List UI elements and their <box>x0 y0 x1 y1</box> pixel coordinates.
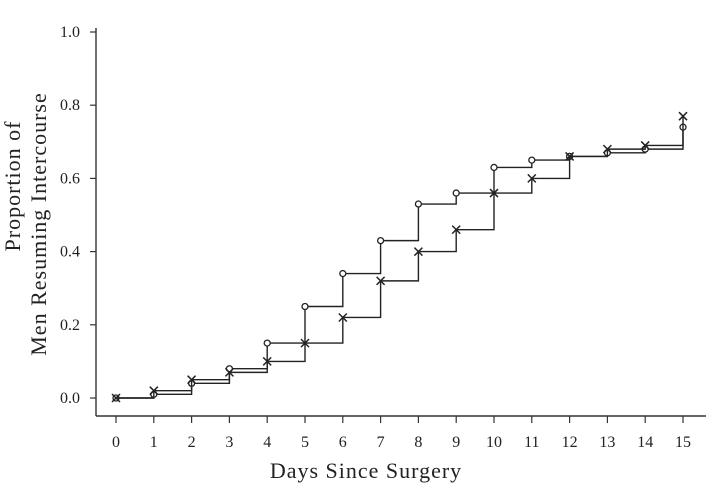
data-point-x <box>527 173 537 183</box>
y-tick-label: 0.0 <box>60 390 80 407</box>
data-point-circle <box>263 339 271 347</box>
y-axis-title-line1: Proportion of <box>0 121 25 252</box>
x-tick-label: 0 <box>112 434 120 451</box>
y-axis-title-line2: Men Resuming Intercourse <box>26 92 51 356</box>
data-point-circle <box>452 189 460 197</box>
x-tick-label: 8 <box>414 434 422 451</box>
data-point-x <box>262 356 272 366</box>
x-axis-title: Days Since Surgery <box>270 458 462 483</box>
x-tick-label: 10 <box>486 434 502 451</box>
data-point-x <box>451 225 461 235</box>
data-point-x <box>187 375 197 385</box>
data-point-x <box>602 144 612 154</box>
x-axis-ticks: 0 1 2 3 4 5 6 7 8 9 10 11 12 13 14 15 <box>112 416 691 451</box>
data-point-circle <box>301 302 309 311</box>
data-point-circle <box>414 200 423 208</box>
data-point-x <box>224 367 234 377</box>
x-tick-label: 9 <box>452 434 460 451</box>
x-tick-label: 6 <box>339 434 347 451</box>
x-tick-label: 7 <box>377 434 385 451</box>
data-point-x <box>413 247 423 257</box>
x-tick-label: 15 <box>675 434 691 451</box>
data-point-x <box>678 111 688 121</box>
data-point-x <box>376 276 386 286</box>
data-point-x <box>338 312 348 323</box>
x-tick-label: 1 <box>150 434 158 451</box>
x-tick-label: 13 <box>599 434 615 451</box>
y-tick-label: 0.4 <box>60 244 80 261</box>
y-tick-label: 1.0 <box>60 24 80 41</box>
x-tick-label: 3 <box>225 434 233 451</box>
y-axis-ticks: 0.0 0.2 0.4 0.6 0.8 1.0 <box>60 24 96 407</box>
data-point-x <box>111 393 121 403</box>
plot-area: 0.00.20.40.60.81.0 0 1 2 3 4 5 6 7 8 9 10 11 12 13 14 1… <box>60 24 706 451</box>
y-tick-label: 0.8 <box>60 97 80 114</box>
y-tick-label: 0.6 <box>60 170 80 187</box>
x-tick-label: 11 <box>524 434 539 451</box>
data-point-x <box>565 151 575 161</box>
series-x-line <box>116 116 684 399</box>
data-point-circle <box>339 269 347 278</box>
data-point-circle <box>376 236 385 245</box>
data-point-x <box>149 386 159 396</box>
x-tick-label: 2 <box>188 434 196 451</box>
data-point-x <box>489 188 499 198</box>
data-point-circle <box>528 156 536 164</box>
x-tick-label: 14 <box>637 434 653 451</box>
series-circle-line <box>116 127 684 399</box>
x-tick-label: 5 <box>301 434 309 451</box>
x-tick-label: 4 <box>263 434 271 451</box>
series-layer <box>111 111 688 403</box>
data-point-x <box>640 140 650 150</box>
y-tick-label: 0.2 <box>60 317 80 334</box>
data-point-x <box>300 338 310 348</box>
x-tick-label: 12 <box>562 434 578 451</box>
data-point-circle <box>490 163 498 172</box>
